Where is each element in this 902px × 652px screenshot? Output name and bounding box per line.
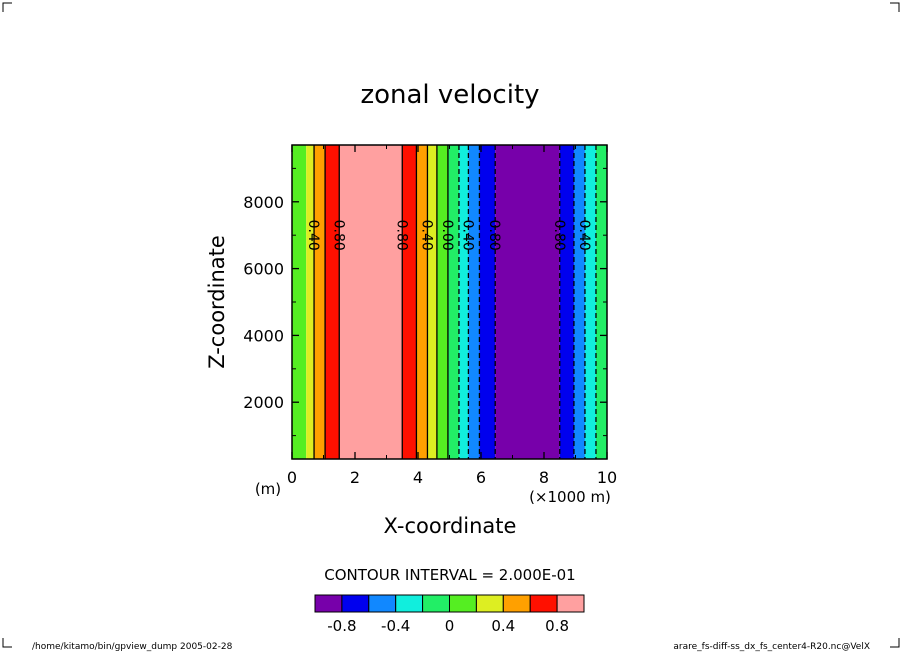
colorbar-cell-3	[395, 594, 424, 613]
contour-band-16	[584, 145, 596, 459]
y-axis-label: Z-coordinate	[205, 235, 229, 369]
contour-band-10	[458, 145, 469, 459]
contour-label-group-7: 0.80	[551, 220, 567, 251]
contour-label-group-3: 0.40	[418, 220, 434, 251]
x-tick-label-2: 4	[413, 468, 423, 487]
contour-label-1: 0.80	[330, 220, 346, 251]
contour-interval-text: CONTOUR INTERVAL = 2.000E-01	[324, 566, 575, 584]
contour-band-1	[306, 145, 315, 459]
y-tick-label-3: 8000	[243, 193, 284, 212]
contour-band-17	[595, 145, 607, 459]
contour-band-7	[427, 145, 437, 459]
colorbar-label-3: 0.4	[491, 617, 515, 635]
colorbar-cell-5	[449, 594, 477, 613]
y-tick-label-1: 4000	[243, 326, 284, 345]
contour-label-group-6: 0.80	[486, 220, 502, 251]
contour-band-11	[468, 145, 480, 459]
colorbar-cell-9	[556, 594, 585, 613]
contour-lines	[313, 145, 597, 459]
contour-band-6	[416, 145, 428, 459]
contour-label-4: 0.00	[439, 220, 455, 251]
contour-band-2	[314, 145, 326, 459]
contour-label-8: 0.40	[576, 220, 592, 251]
colorbar-cell-7	[502, 594, 531, 613]
colorbar-cell-8	[529, 594, 558, 613]
x-unit-right: (×1000 m)	[529, 488, 611, 506]
contour-label-3: 0.40	[418, 220, 434, 251]
contour-label-7: 0.80	[551, 220, 567, 251]
colorbar-cell-4	[422, 594, 451, 613]
colorbar-label-4: 0.8	[545, 617, 569, 635]
contour-band-15	[573, 145, 585, 459]
contour-label-group-1: 0.80	[330, 220, 346, 251]
contour-label-group-8: 0.40	[576, 220, 592, 251]
contour-band-14	[559, 145, 574, 459]
x-tick-label-0: 0	[287, 468, 297, 487]
contour-band-8	[436, 145, 448, 459]
contour-label-group-2: 0.80	[393, 220, 409, 251]
x-tick-label-3: 6	[476, 468, 486, 487]
contour-label-group-0: 0.40	[305, 220, 321, 251]
colorbar-label-0: -0.8	[327, 617, 356, 635]
colorbar-label-2: 0	[445, 617, 455, 635]
contour-band-13	[495, 145, 560, 459]
contour-labels: 0.40 0.80 0.80 0.40 0.00 0.40 0.80 0.80 0.40	[305, 220, 592, 251]
contour-band-9	[447, 145, 459, 459]
colorbar-labels: -0.8 -0.4 0 0.4 0.8	[327, 617, 569, 635]
contour-band-4	[339, 145, 403, 459]
contour-band-12	[479, 145, 496, 459]
colorbar	[314, 594, 585, 613]
x-axis-ticks: 0 2 4 6 8 10	[287, 145, 617, 487]
x-axis-label: X-coordinate	[384, 514, 517, 538]
contour-fill-bands	[292, 145, 607, 459]
x-tick-label-1: 2	[350, 468, 360, 487]
colorbar-cell-1	[341, 594, 370, 613]
x-unit-left: (m)	[255, 480, 281, 498]
colorbar-cell-0	[314, 594, 343, 613]
colorbar-label-1: -0.4	[381, 617, 410, 635]
contour-band-5	[402, 145, 417, 459]
colorbar-cell-6	[475, 594, 504, 613]
contour-label-5: 0.40	[459, 220, 475, 251]
contour-label-group-4: 0.00	[439, 220, 455, 251]
contour-label-6: 0.80	[486, 220, 502, 251]
contour-label-2: 0.80	[393, 220, 409, 251]
y-axis-ticks: 2000 4000 6000 8000	[243, 167, 607, 437]
x-tick-label-5: 10	[597, 468, 617, 487]
contour-band-3	[325, 145, 340, 459]
x-tick-label-4: 8	[539, 468, 549, 487]
y-tick-label-2: 6000	[243, 260, 284, 279]
contour-band-0	[292, 145, 307, 459]
contour-label-0: 0.40	[305, 220, 321, 251]
contour-label-group-5: 0.40	[459, 220, 475, 251]
colorbar-cell-2	[368, 594, 397, 613]
y-tick-label-0: 2000	[243, 393, 284, 412]
footer-left: /home/kitamo/bin/gpview_dump 2005-02-28	[32, 642, 233, 652]
chart-title: zonal velocity	[360, 80, 539, 110]
footer-right: arare_fs-diff-ss_dx_fs_center4-R20.nc@Ve…	[673, 642, 870, 652]
